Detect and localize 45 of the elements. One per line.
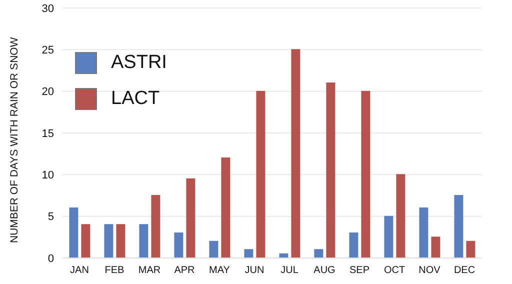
x-tick-label: JUN [244,265,264,276]
bar [69,208,78,258]
x-tick-label: AUG [314,265,336,276]
y-tick-label: 5 [48,211,54,224]
bar [244,249,254,258]
legend-label: ASTRI [111,52,167,74]
bar [326,82,336,258]
bar [104,224,114,258]
x-tick-label: JAN [70,265,89,276]
y-tick-label: 25 [42,44,54,57]
bar [466,240,476,258]
bar [81,224,90,258]
bar [361,90,370,258]
bar [221,158,230,258]
bar [431,236,440,258]
bar [209,240,218,258]
x-tick-label: JUL [280,265,299,276]
x-tick-label: MAY [209,265,230,276]
bar [256,90,266,258]
bar [396,174,406,258]
bar [314,249,324,258]
x-tick-label: OCT [384,265,406,276]
bar [116,224,126,258]
bar [174,232,184,258]
x-tick-label: DEC [454,265,476,276]
y-tick-label: 20 [42,86,54,98]
bar [454,195,464,258]
y-tick-label: 30 [42,2,54,15]
bar [419,208,428,258]
x-tick-label: MAR [138,265,161,276]
y-tick-label: 10 [42,170,54,182]
x-tick-label: APR [174,265,195,276]
bar [151,195,160,258]
x-tick-label: FEB [104,265,125,276]
y-tick-label: 0 [48,252,54,265]
legend-label: LACT [111,88,160,110]
bar [291,49,300,258]
bar [349,232,358,258]
bar [384,216,394,258]
y-tick-label: 15 [42,128,54,140]
x-tick-label: SEP [349,265,370,276]
y-axis-title: NUMBER OF DAYS WITH RAIN OR SNOW [8,37,21,243]
bar [186,178,196,258]
x-tick-label: NOV [418,265,441,276]
bar [139,224,148,258]
